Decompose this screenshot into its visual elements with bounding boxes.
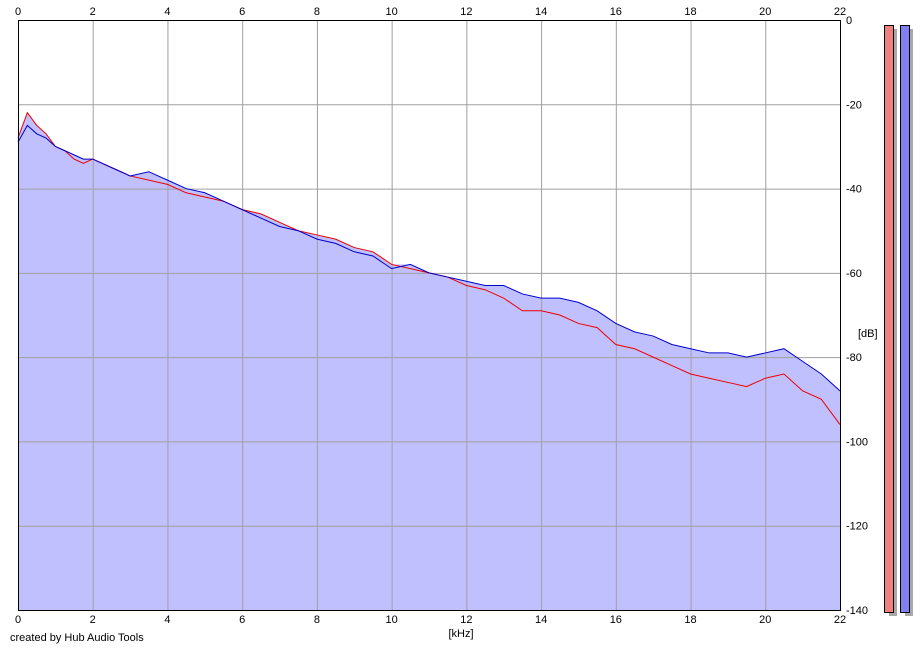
y-tick-label: -140 <box>846 605 868 617</box>
plot-frame <box>18 20 841 611</box>
x-tick-label-bottom: 14 <box>535 614 547 626</box>
x-tick-label-top: 20 <box>759 6 771 18</box>
series-line-blue <box>17 124 841 392</box>
x-tick-label-top: 18 <box>684 6 696 18</box>
y-tick-label: -20 <box>846 99 862 111</box>
right-channel-meter <box>900 25 910 613</box>
x-tick-label-top: 2 <box>90 6 96 18</box>
x-tick-label-bottom: 2 <box>90 614 96 626</box>
x-tick-label-top: 4 <box>164 6 170 18</box>
y-tick-labels: 0 -20 -40 -60 -80 -100 -120 -140 <box>846 15 868 617</box>
x-tick-label-bottom: 16 <box>610 614 622 626</box>
x-tick-label-top: 16 <box>610 6 622 18</box>
x-tick-label-top: 8 <box>314 6 320 18</box>
x-tick-label-bottom: 20 <box>759 614 771 626</box>
y-tick-label: -40 <box>846 184 862 196</box>
spectrum-fill <box>18 112 840 610</box>
x-tick-labels-top: 0 2 4 6 8 10 12 14 16 18 20 22 <box>15 6 846 18</box>
x-tick-label-bottom: 4 <box>164 614 170 626</box>
x-tick-label-bottom: 10 <box>386 614 398 626</box>
x-tick-label-top: 10 <box>386 6 398 18</box>
y-tick-label: -100 <box>846 436 868 448</box>
y-tick-label: -60 <box>846 268 862 280</box>
credit-text: created by Hub Audio Tools <box>10 632 144 644</box>
y-tick-label: -120 <box>846 521 868 533</box>
x-tick-label-top: 0 <box>15 6 21 18</box>
x-tick-label-bottom: 12 <box>460 614 472 626</box>
x-tick-label-bottom: 18 <box>684 614 696 626</box>
y-axis-label: [dB] <box>858 328 878 340</box>
x-tick-label-top: 6 <box>239 6 245 18</box>
y-tick-label: -80 <box>846 352 862 364</box>
x-tick-labels-bottom: 0 2 4 6 8 10 12 14 16 18 20 22 <box>15 614 846 626</box>
x-tick-label-top: 12 <box>460 6 472 18</box>
left-channel-meter <box>884 25 894 613</box>
spectrum-fill-area <box>18 112 840 610</box>
x-axis-label: [kHz] <box>448 628 473 640</box>
x-tick-label-bottom: 8 <box>314 614 320 626</box>
x-tick-label-bottom: 0 <box>15 614 21 626</box>
x-tick-label-top: 22 <box>834 6 846 18</box>
x-tick-label-bottom: 22 <box>834 614 846 626</box>
y-tick-label: 0 <box>846 15 852 27</box>
x-tick-label-bottom: 6 <box>239 614 245 626</box>
x-tick-label-top: 14 <box>535 6 547 18</box>
series-lines <box>17 111 841 425</box>
